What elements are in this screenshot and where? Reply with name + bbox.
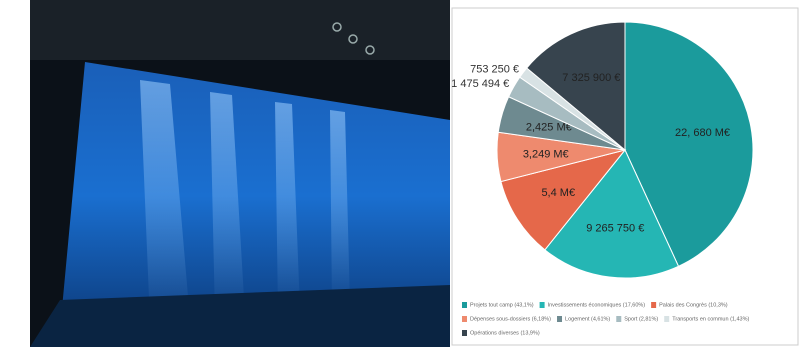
legend-swatch [651, 302, 657, 308]
pie-slice [500, 149, 627, 251]
legend-swatch [664, 316, 670, 322]
data-label: 3,249 M€ [523, 148, 569, 160]
legend-swatch [557, 316, 563, 322]
pie-slice [544, 149, 680, 279]
pie-slice [526, 21, 626, 152]
legend-label: Transports en commun (1,43%) [672, 316, 749, 322]
legend-label: Sport (2,81%) [624, 316, 658, 322]
legend-label: Palais des Congrès (10,3%) [659, 302, 728, 308]
legend-swatch [539, 302, 545, 308]
aquarium-photo [30, 0, 450, 347]
legend-entry: Projets tout camp (43,1%) [462, 302, 534, 308]
legend-label: Logement (4,61%) [565, 316, 610, 322]
legend-swatch [462, 330, 467, 336]
legend-swatch [616, 316, 622, 322]
legend-label: Projets tout camp (43,1%) [470, 302, 534, 308]
data-label: 7 325 900 € [562, 72, 620, 84]
data-label: 9 265 750 € [586, 223, 644, 235]
legend-entry: Opérations diverses (13,9%) [462, 330, 540, 336]
legend-swatch [462, 316, 467, 322]
legend-entry: Logement (4,61%) [557, 316, 610, 322]
data-label: 2,425 M€ [526, 122, 572, 134]
legend-swatch [462, 302, 467, 308]
legend-label: Opérations diverses (13,9%) [470, 330, 540, 336]
legend-entry: Investissements économiques (17,60%) [539, 302, 646, 308]
data-label: 22, 680 M€ [675, 127, 730, 139]
pie-slice [624, 21, 754, 267]
legend-entry: Palais des Congrès (10,3%) [651, 302, 728, 308]
legend-entry: Transports en commun (1,43%) [664, 316, 750, 322]
legend-entry: Dépenses sous-dossiers (6,18%) [462, 316, 551, 322]
pie: 22, 680 M€ 9 265 750 € 5,4 M€ 3,249 M€ 2,425… [451, 21, 754, 279]
data-label: 5,4 M€ [541, 187, 575, 199]
legend-entry: Sport (2,81%) [616, 316, 658, 322]
legend-label: Investissements économiques (17,60%) [548, 302, 646, 308]
legend: Projets tout camp (43,1%) Investissements… [462, 302, 750, 336]
data-label: 753 250 € [470, 63, 519, 75]
data-label: 1 475 494 € [451, 78, 509, 90]
legend-label: Dépenses sous-dossiers (6,18%) [470, 316, 551, 322]
